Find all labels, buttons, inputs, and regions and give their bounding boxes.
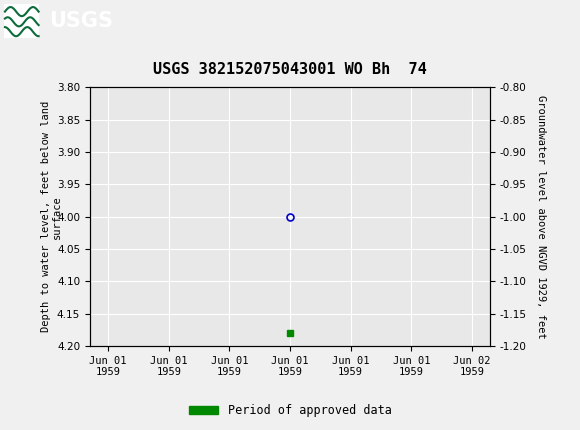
Y-axis label: Groundwater level above NGVD 1929, feet: Groundwater level above NGVD 1929, feet (536, 95, 546, 338)
Text: USGS 382152075043001 WO Bh  74: USGS 382152075043001 WO Bh 74 (153, 62, 427, 77)
Y-axis label: Depth to water level, feet below land
surface: Depth to water level, feet below land su… (41, 101, 62, 332)
Text: USGS: USGS (49, 11, 113, 31)
FancyBboxPatch shape (4, 4, 39, 38)
Legend: Period of approved data: Period of approved data (184, 399, 396, 422)
